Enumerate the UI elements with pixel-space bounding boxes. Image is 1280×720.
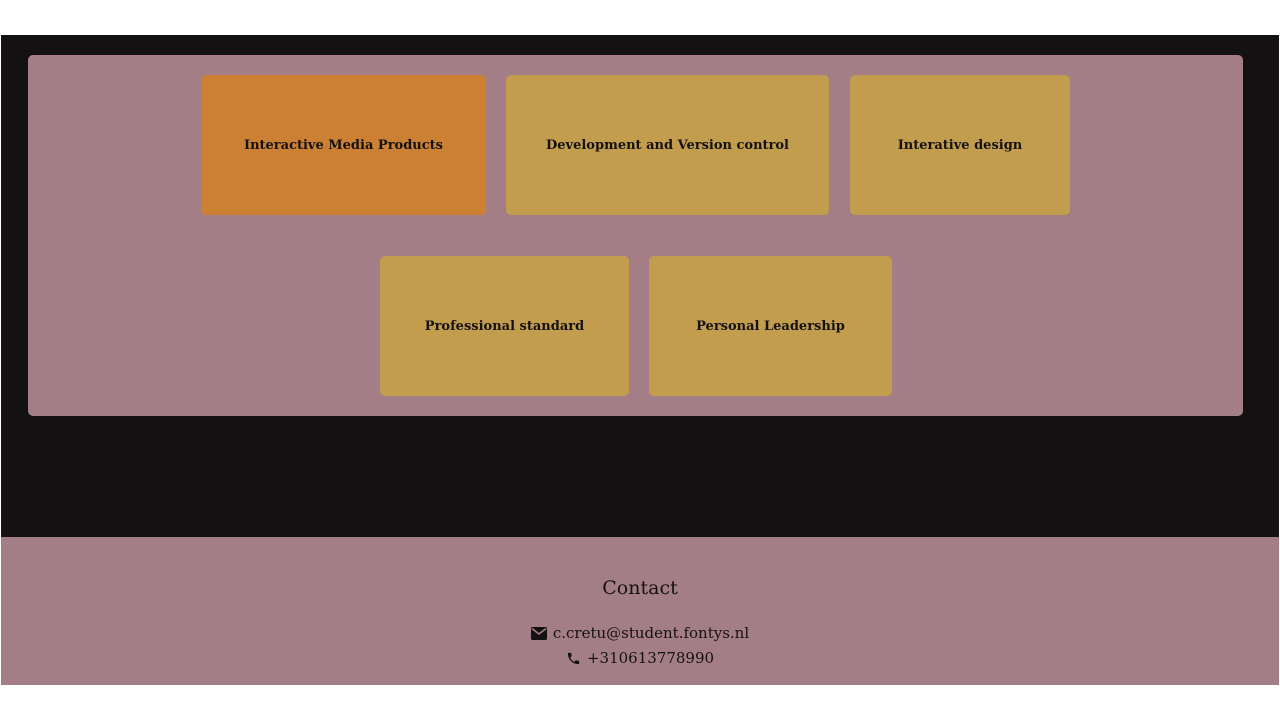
contact-email-row: c.cretu@student.fontys.nl [1,624,1279,642]
card-label: Professional standard [424,318,585,334]
competencies-panel: Interactive Media Products Development a… [28,55,1243,416]
card-development-version-control[interactable]: Development and Version control [506,75,829,215]
contact-phone-row: +310613778990 [1,649,1279,667]
phone-link[interactable]: +310613778990 [586,649,715,667]
card-label: Development and Version control [546,137,789,153]
card-personal-leadership[interactable]: Personal Leadership [649,256,892,396]
card-professional-standard[interactable]: Professional standard [380,256,629,396]
card-interactive-media-products[interactable]: Interactive Media Products [201,75,486,215]
card-label: Interactive Media Products [243,137,443,153]
card-interactive-design[interactable]: Interative design [850,75,1070,215]
contact-title: Contact [602,577,678,599]
contact-footer: Contact c.cretu@student.fontys.nl +31061… [1,537,1279,685]
main-section: Interactive Media Products Development a… [1,35,1279,537]
envelope-icon [530,626,547,640]
page: Interactive Media Products Development a… [1,35,1279,685]
phone-icon [567,652,580,664]
email-link[interactable]: c.cretu@student.fontys.nl [552,624,750,642]
card-label: Personal Leadership [696,318,845,334]
card-label: Interative design [897,137,1023,153]
